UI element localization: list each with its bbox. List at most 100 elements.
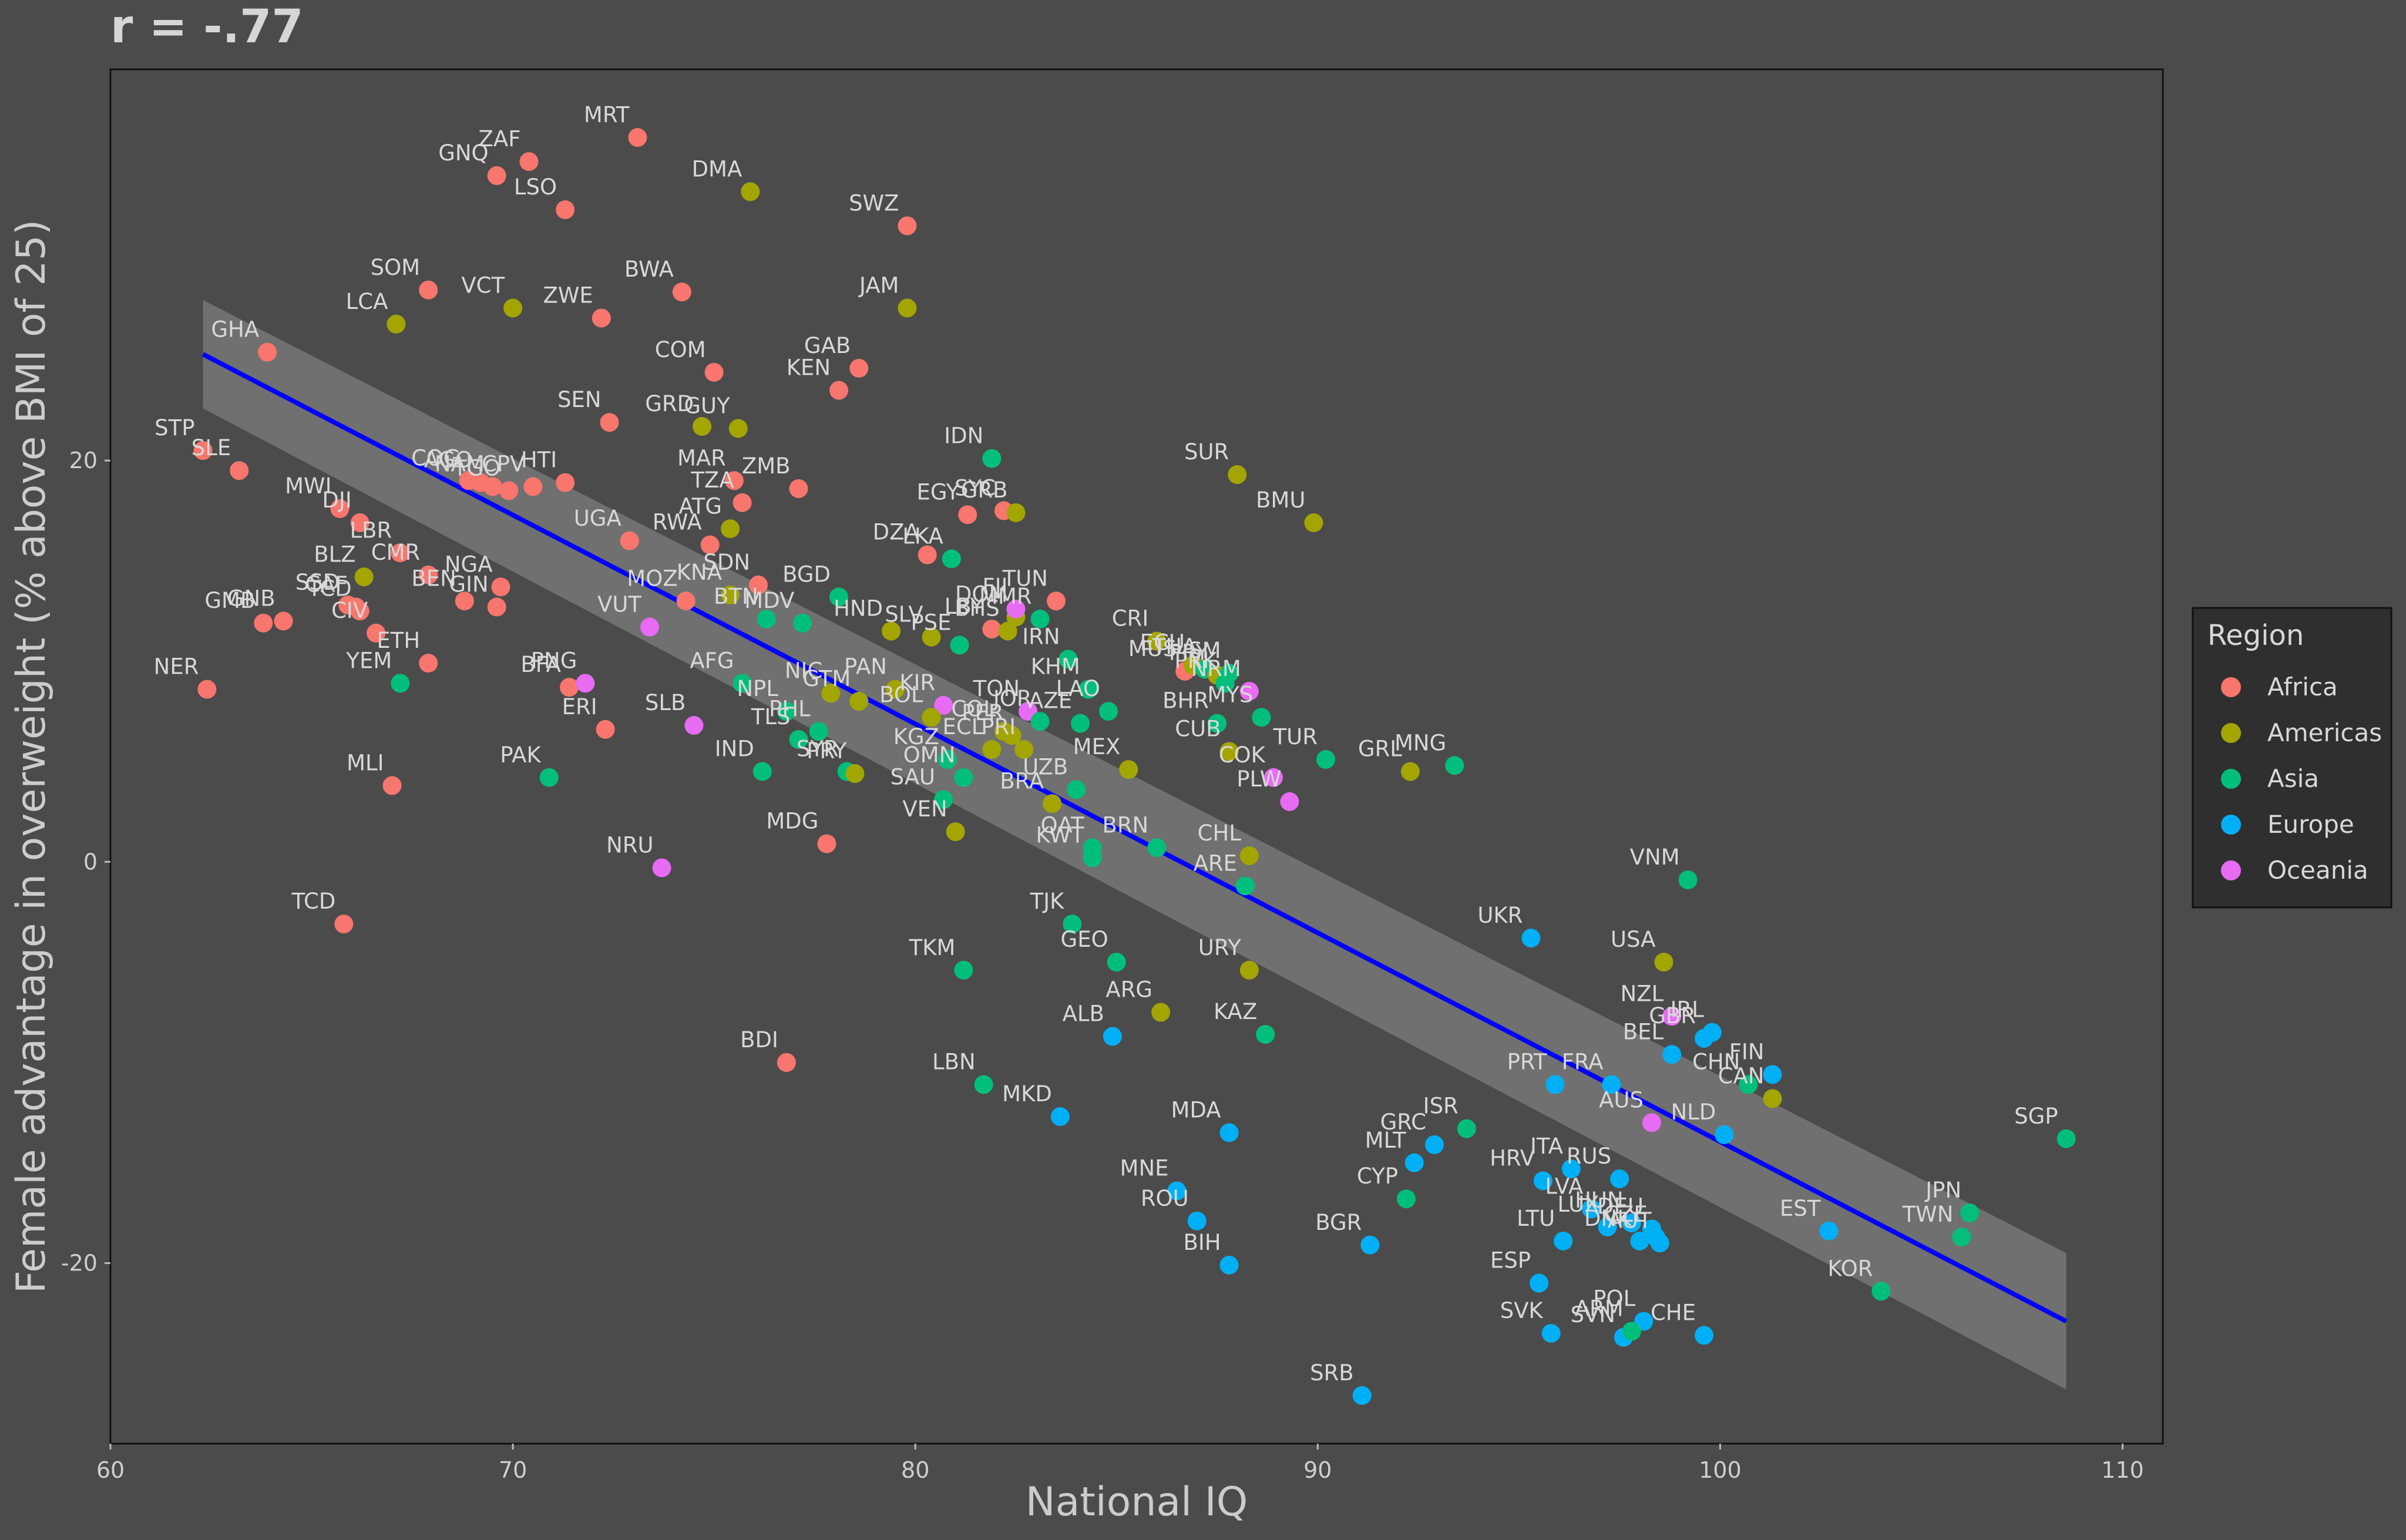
data-point xyxy=(728,419,748,438)
point-label: GHA xyxy=(211,317,259,342)
data-point xyxy=(487,597,506,617)
point-label: PHL xyxy=(769,696,811,721)
point-label: RUS xyxy=(1567,1144,1611,1169)
point-label: CPV xyxy=(482,452,525,477)
point-label: MWI xyxy=(285,473,331,499)
data-point xyxy=(777,1053,796,1072)
point-label: ITA xyxy=(1530,1134,1563,1159)
data-point xyxy=(918,545,937,564)
point-label: MRT xyxy=(584,102,630,127)
data-point xyxy=(1103,1027,1122,1046)
data-point xyxy=(732,674,752,693)
point-label: GBR xyxy=(1649,1003,1696,1028)
point-label: PRY xyxy=(807,738,847,764)
point-label: TJK xyxy=(1030,889,1066,914)
data-point xyxy=(922,627,941,647)
point-label: STP xyxy=(154,415,194,441)
point-label: JPN xyxy=(1924,1178,1961,1203)
data-point xyxy=(724,471,744,490)
point-label: MMR xyxy=(979,584,1032,609)
data-point xyxy=(1151,1003,1171,1022)
point-label: JOR xyxy=(992,686,1032,711)
data-point xyxy=(1147,838,1167,858)
data-point xyxy=(1280,792,1299,811)
regression-line xyxy=(201,352,2068,1324)
point-label: PSE xyxy=(910,610,951,635)
legend-entries: Africa Americas Asia Europe Oceania xyxy=(2221,673,2382,885)
point-label: ARE xyxy=(1194,850,1237,876)
point-label: BIH xyxy=(1183,1230,1221,1255)
data-point xyxy=(1228,465,1247,485)
point-label: TZA xyxy=(690,468,734,493)
point-label: GIN xyxy=(449,572,488,597)
point-label: SUR xyxy=(1184,439,1229,465)
data-point xyxy=(1662,1007,1682,1026)
data-point xyxy=(982,620,1002,639)
data-point xyxy=(1554,1231,1573,1250)
data-point xyxy=(1078,680,1098,699)
point-label: UGA xyxy=(574,506,621,531)
point-label: ROU xyxy=(1141,1186,1189,1211)
data-point xyxy=(1630,1231,1649,1250)
data-point xyxy=(1235,876,1255,896)
point-label: CMR xyxy=(371,540,420,565)
data-point xyxy=(849,692,869,711)
data-point xyxy=(1561,1159,1581,1178)
data-point xyxy=(1208,714,1227,733)
point-label: LBR xyxy=(350,517,392,543)
data-point xyxy=(721,586,740,605)
point-label: GNB xyxy=(227,586,275,611)
data-point xyxy=(628,128,647,147)
point-label: EST xyxy=(1780,1196,1821,1221)
point-label: SEN xyxy=(557,387,602,412)
data-point xyxy=(1058,650,1078,669)
point-label: QAT xyxy=(1040,812,1084,838)
data-point xyxy=(934,790,953,809)
data-point xyxy=(793,613,812,633)
data-point xyxy=(950,635,969,655)
data-point xyxy=(523,477,543,496)
point-label: ZAF xyxy=(479,126,521,152)
point-label: NRU xyxy=(606,833,653,858)
data-point xyxy=(676,591,695,611)
point-label: GNQ xyxy=(438,140,488,166)
point-label: NIC xyxy=(785,658,822,683)
point-label: GRB xyxy=(961,478,1008,503)
point-label: TGO xyxy=(453,455,500,480)
point-label: KGZ xyxy=(893,724,939,749)
data-point xyxy=(193,441,213,460)
point-label: HTI xyxy=(521,448,557,473)
data-point xyxy=(620,531,639,550)
data-point xyxy=(741,182,760,201)
point-label: POL xyxy=(1593,1286,1635,1312)
point-label: NZL xyxy=(1621,981,1664,1006)
point-label: MKD xyxy=(1002,1081,1052,1107)
point-label: LCA xyxy=(346,289,388,314)
regression-line-layer xyxy=(201,352,2068,1324)
data-point xyxy=(1702,1023,1722,1042)
data-point xyxy=(1871,1282,1891,1301)
data-point xyxy=(934,695,953,715)
data-point xyxy=(1256,1025,1275,1044)
point-label: BDI xyxy=(740,1027,778,1053)
point-label: GRC xyxy=(1380,1109,1426,1135)
data-point xyxy=(1457,1119,1476,1138)
data-point xyxy=(958,505,977,524)
legend-title: Region xyxy=(2207,619,2304,652)
point-label: SLV xyxy=(885,602,923,627)
point-label: PRI xyxy=(981,714,1016,739)
point-label: BRN xyxy=(1102,812,1148,838)
data-point xyxy=(330,499,350,519)
point-label: CUB xyxy=(1175,716,1221,741)
data-point xyxy=(1952,1228,1971,1247)
data-point xyxy=(1167,1181,1187,1201)
data-point xyxy=(1352,1386,1372,1405)
point-label: URY xyxy=(1198,935,1241,960)
data-point xyxy=(693,417,712,436)
point-label: VCT xyxy=(461,273,505,298)
data-point xyxy=(1215,674,1235,693)
point-label: SVN xyxy=(1570,1302,1615,1327)
x-tick-label: 80 xyxy=(901,1457,929,1483)
point-label: ZMB xyxy=(742,453,791,479)
